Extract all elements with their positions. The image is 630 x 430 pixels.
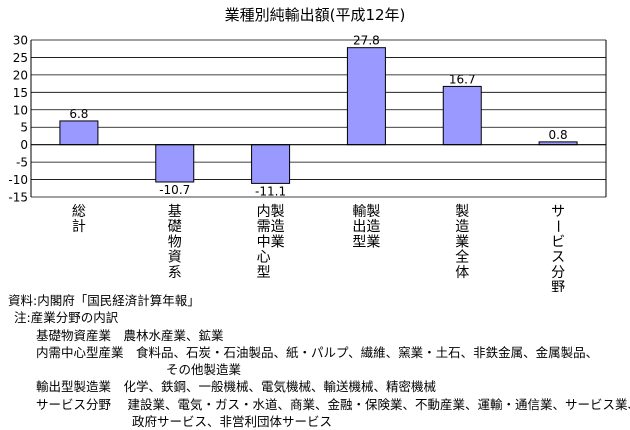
note-title: 注:産業分野の内訳: [14, 310, 119, 326]
y-tick-label: 20: [13, 68, 28, 82]
data-label: 16.7: [449, 72, 476, 86]
bar: [346, 47, 386, 146]
category-label-char: 輸: [352, 204, 366, 220]
category-label-char: サ: [551, 204, 565, 220]
y-tick-label: -10: [8, 173, 28, 187]
y-tick-label: 30: [13, 34, 28, 48]
category-label-char: 基: [168, 203, 182, 220]
note-line-4: 輸出型製造業 化学、鉄鋼、一般機械、電気機械、輸送機械、精密機械: [36, 379, 437, 395]
category-label-char: 型: [352, 234, 366, 250]
category-label-char: 造: [366, 219, 380, 235]
category-label-char: 系: [168, 265, 182, 281]
category-label-char: 野: [551, 280, 565, 292]
category-label-char: 製: [271, 204, 285, 220]
data-label: 27.8: [353, 34, 380, 48]
category-label-char: 心: [257, 250, 271, 266]
y-tick-label: -15: [8, 191, 28, 205]
y-tick-label: 15: [13, 86, 28, 100]
bar: [155, 144, 195, 183]
notes-block: 資料:内閣府「国民経済計算年報」 注:産業分野の内訳 基礎物資産業 農林水産業、…: [8, 292, 630, 430]
y-tick-label: 25: [13, 51, 28, 65]
category-label-char: 中: [257, 234, 271, 250]
category-label-char: 物: [168, 234, 182, 250]
category-label-char: ビ: [551, 234, 565, 250]
data-label: 0.8: [549, 128, 568, 142]
data-label: -11.1: [255, 184, 286, 198]
note-line-1: 基礎物資産業 農林水産業、鉱業: [36, 327, 224, 343]
source-note: 資料:内閣府「国民経済計算年報」: [8, 293, 200, 308]
category-label-char: 製: [366, 204, 380, 220]
category-label-char: 業: [366, 234, 380, 250]
note-line-5: サービス分野 建設業、電気・ガス・水道、商業、金融・保険業、不動産業、運輸・通信…: [36, 396, 630, 412]
category-label-char: 業: [455, 234, 469, 250]
category-label-char: 資: [168, 250, 182, 266]
chart-title: 業種別純輸出額(平成12年): [225, 6, 406, 24]
bar-chart: 業種別純輸出額(平成12年) 30 25 20 15 10 5 0 -5 -10 -15 6.8 -10…: [8, 6, 607, 292]
category-label-char: 造: [271, 219, 285, 235]
y-tick-label: 5: [20, 121, 28, 135]
category-label-char: 製: [455, 204, 469, 220]
y-tick-label: -5: [16, 156, 28, 170]
bar: [442, 85, 482, 146]
y-tick-label: 0: [20, 138, 28, 152]
data-label: 6.8: [69, 107, 88, 121]
note-line-3: その他製造業: [166, 362, 242, 378]
category-label-char: 業: [271, 234, 285, 250]
category-label-char: 総: [72, 204, 86, 220]
category-label-char: 内: [257, 204, 271, 220]
bar: [59, 120, 99, 146]
y-tick-label: 10: [13, 103, 28, 117]
note-line-2: 内需中心型産業 食料品、石炭・石油製品、紙・パルプ、繊維、窯業・土石、非鉄金属、…: [36, 344, 599, 360]
category-label-char: 体: [455, 265, 469, 281]
bar: [251, 144, 291, 184]
category-label-char: 分: [551, 265, 565, 281]
category-label-char: 計: [72, 219, 86, 235]
category-label-char: 出: [352, 219, 366, 235]
category-label-char: ス: [551, 250, 565, 266]
category-label-char: 全: [455, 249, 469, 266]
category-label-char: ー: [549, 219, 565, 233]
category-label-char: 礎: [168, 219, 182, 235]
category-label-char: 造: [455, 219, 469, 235]
data-label: -10.7: [159, 183, 190, 197]
category-label-char: 需: [257, 219, 271, 235]
category-label-char: 型: [257, 265, 271, 281]
